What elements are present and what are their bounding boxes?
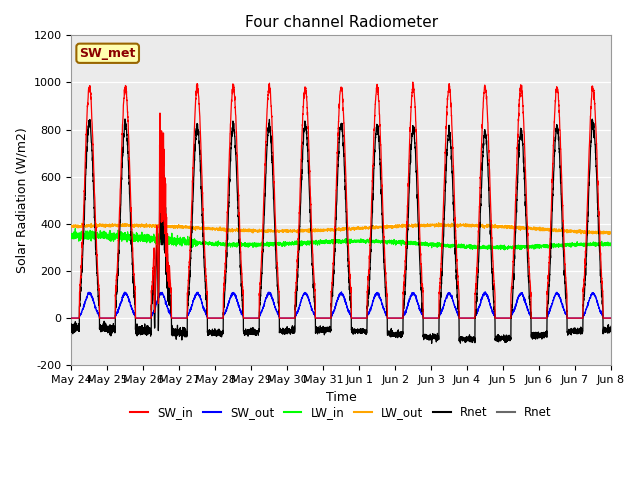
Text: SW_met: SW_met	[79, 47, 136, 60]
Y-axis label: Solar Radiation (W/m2): Solar Radiation (W/m2)	[15, 127, 28, 273]
Title: Four channel Radiometer: Four channel Radiometer	[244, 15, 438, 30]
X-axis label: Time: Time	[326, 391, 356, 404]
Legend: SW_in, SW_out, LW_in, LW_out, Rnet, Rnet: SW_in, SW_out, LW_in, LW_out, Rnet, Rnet	[125, 401, 557, 424]
